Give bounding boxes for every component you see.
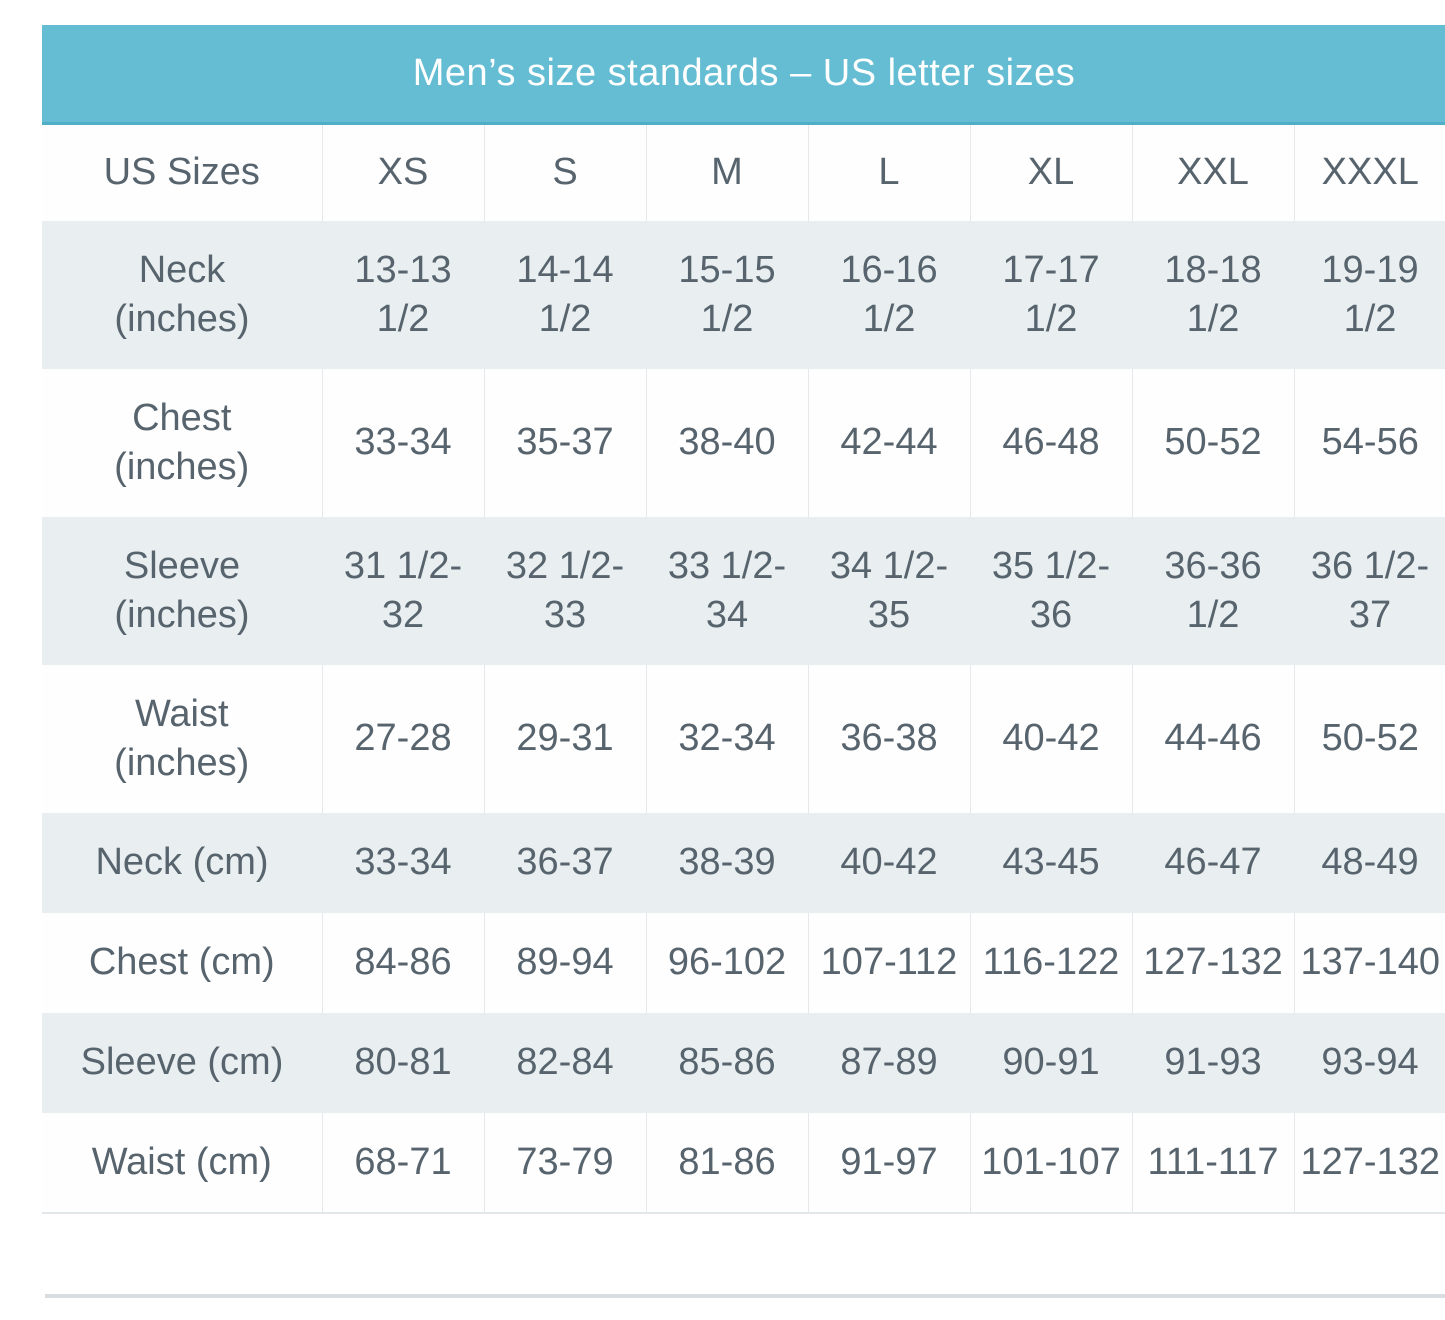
cell: 46-48: [970, 369, 1133, 517]
cell: 36-37: [516, 841, 614, 884]
cell: 107-112: [808, 913, 971, 1013]
row-label: Chest (inches): [42, 369, 323, 517]
cell: 89-94: [484, 913, 647, 1013]
cell: 48-49: [1321, 841, 1419, 884]
row-chest-cm: Chest (cm) 84-86 89-94 96-102 107-112 11…: [42, 913, 1445, 1013]
cell: 84-86: [322, 913, 485, 1013]
cell: 42-44: [808, 369, 971, 517]
cell: 32 1/2-33: [505, 544, 625, 636]
row-chest-inches: Chest (inches) 33-34 35-37 38-40 42-44 4…: [42, 369, 1445, 517]
column-header-row: US Sizes XS S M L XL XXL XXXL: [42, 125, 1445, 221]
cell: 127-132: [1300, 1140, 1440, 1183]
cell: 43-45: [1002, 841, 1100, 884]
size-chart: Men’s size standards – US letter sizes U…: [42, 25, 1445, 1214]
cell: 40-42: [970, 665, 1133, 813]
cell: 91-93: [1164, 1041, 1262, 1084]
row-neck-inches: Neck (inches) 13-13 1/2 14-14 1/2 15-15 …: [42, 221, 1445, 369]
cell: 127-132: [1132, 913, 1295, 1013]
cell: 15-15 1/2: [678, 248, 776, 340]
row-label: Waist (inches): [42, 665, 323, 813]
cell: 90-91: [1002, 1041, 1100, 1084]
row-label: Neck (inches): [42, 221, 322, 369]
row-label-line2: (inches): [114, 594, 250, 636]
row-sleeve-inches: Sleeve (inches) 31 1/2-32 32 1/2-33 33 1…: [42, 517, 1445, 665]
cell: 50-52: [1321, 717, 1419, 760]
cell: 34 1/2-35: [829, 544, 949, 636]
row-label: Sleeve (cm): [80, 1041, 284, 1084]
cell: 101-107: [970, 1113, 1133, 1213]
col-header-m: M: [646, 125, 809, 221]
cell: 35 1/2-36: [991, 544, 1111, 636]
cell: 81-86: [646, 1113, 809, 1213]
table-title: Men’s size standards – US letter sizes: [412, 52, 1076, 94]
cell: 40-42: [840, 841, 938, 884]
row-waist-inches: Waist (inches) 27-28 29-31 32-34 36-38 4…: [42, 665, 1445, 813]
row-label: Waist (cm): [42, 1113, 323, 1213]
cell: 33 1/2-34: [667, 544, 787, 636]
row-label-line1: Chest: [132, 396, 232, 439]
cell: 91-97: [808, 1113, 971, 1213]
col-header-xs: XS: [322, 125, 485, 221]
cell: 80-81: [354, 1041, 452, 1084]
col-header-s: S: [484, 125, 647, 221]
row-label-line1: Sleeve: [123, 544, 241, 587]
cell: 96-102: [646, 913, 809, 1013]
cell: 36 1/2-37: [1310, 544, 1430, 636]
cell: 111-117: [1132, 1113, 1295, 1213]
cell: 16-16 1/2: [840, 248, 938, 340]
cell: 18-18 1/2: [1164, 248, 1262, 340]
cell: 32-34: [646, 665, 809, 813]
cell: 116-122: [970, 913, 1133, 1013]
cell: 44-46: [1132, 665, 1295, 813]
section-divider: [45, 1294, 1445, 1298]
cell: 17-17 1/2: [1002, 248, 1100, 340]
row-neck-cm: Neck (cm) 33-34 36-37 38-39 40-42 43-45 …: [42, 813, 1445, 913]
table-title-bar: Men’s size standards – US letter sizes: [42, 25, 1445, 125]
row-label: Chest (cm): [42, 913, 323, 1013]
cell: 38-39: [678, 841, 776, 884]
cell: 27-28: [322, 665, 485, 813]
col-header-xxxl: XXXL: [1321, 151, 1419, 194]
cell: 87-89: [840, 1041, 938, 1084]
row-waist-cm: Waist (cm) 68-71 73-79 81-86 91-97 101-1…: [42, 1113, 1445, 1213]
cell: 36-38: [808, 665, 971, 813]
cell: 137-140: [1300, 941, 1440, 984]
row-label: Sleeve (inches): [42, 517, 322, 665]
cell: 54-56: [1321, 421, 1419, 464]
row-label-line2: (inches): [114, 742, 250, 784]
row-label-line1: Neck: [138, 248, 226, 291]
cell: 31 1/2-32: [343, 544, 463, 636]
cell: 35-37: [484, 369, 647, 517]
cell: 29-31: [484, 665, 647, 813]
cell: 19-19 1/2: [1321, 248, 1419, 340]
cell: 93-94: [1321, 1041, 1419, 1084]
cell: 50-52: [1132, 369, 1295, 517]
cell: 73-79: [484, 1113, 647, 1213]
cell: 82-84: [516, 1041, 614, 1084]
size-table: US Sizes XS S M L XL XXL XXXL Neck (inch…: [42, 125, 1445, 1214]
col-header-xxl: XXL: [1132, 125, 1295, 221]
cell: 33-34: [322, 369, 485, 517]
cell: 38-40: [646, 369, 809, 517]
cell: 68-71: [322, 1113, 485, 1213]
col-header-xl: XL: [970, 125, 1133, 221]
row-label-line2: (inches): [114, 446, 250, 488]
row-label: Neck (cm): [95, 841, 269, 884]
cell: 14-14 1/2: [516, 248, 614, 340]
row-label-line2: (inches): [114, 298, 250, 340]
cell: 85-86: [678, 1041, 776, 1084]
row-label-line1: Waist: [134, 692, 229, 735]
cell: 13-13 1/2: [354, 248, 452, 340]
col-header-us-sizes: US Sizes: [42, 125, 323, 221]
cell: 36-36 1/2: [1164, 544, 1262, 636]
row-sleeve-cm: Sleeve (cm) 80-81 82-84 85-86 87-89 90-9…: [42, 1013, 1445, 1113]
cell: 33-34: [354, 841, 452, 884]
col-header-l: L: [808, 125, 971, 221]
cell: 46-47: [1164, 841, 1262, 884]
